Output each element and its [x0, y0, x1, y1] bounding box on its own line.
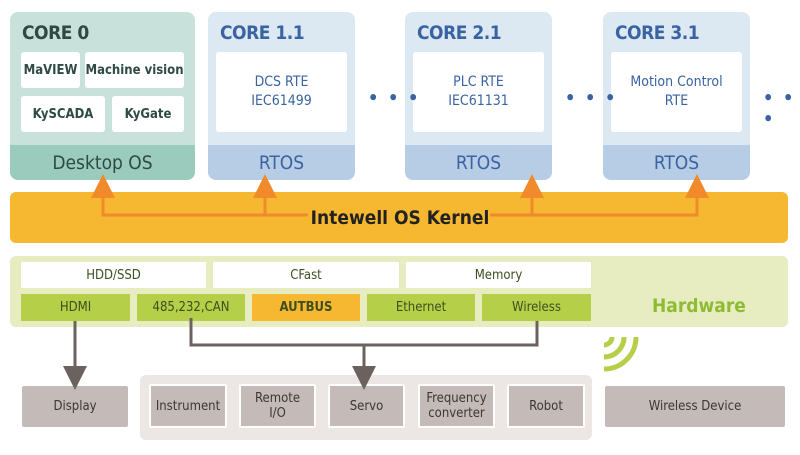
core-title: CORE 3.1	[615, 22, 700, 44]
kernel-bar	[10, 192, 788, 243]
app-maview: MaVIEW	[21, 52, 80, 88]
ellipsis: • • •	[565, 88, 618, 109]
arrow-core-0	[91, 174, 308, 217]
wireless-signal-icon	[603, 336, 639, 372]
bus-bracket	[189, 318, 539, 347]
rte-name: PLC RTE	[453, 74, 504, 90]
device-instrument: Instrument	[149, 384, 227, 428]
device-label: Servo	[349, 398, 384, 414]
interface-autbus: AUTBUS	[252, 294, 360, 321]
core-2-1: CORE 2.1 PLC RTE IEC61131 RTOS	[405, 12, 552, 180]
rte-box: PLC RTE IEC61131	[413, 52, 544, 132]
device-remote-io: Remote I/O	[239, 384, 316, 428]
kernel-label: Intewell OS Kernel	[311, 207, 490, 229]
kernel-arrows	[91, 174, 709, 217]
device-label: Robot	[529, 398, 563, 414]
device-label: Instrument	[155, 398, 221, 414]
core-title: CORE 1.1	[220, 22, 305, 44]
device-robot: Robot	[507, 384, 585, 428]
app-machine-vision: Machine vision	[85, 52, 184, 88]
core-3-1: CORE 3.1 Motion Control RTE RTOS	[603, 12, 750, 180]
device-label: Remote	[254, 391, 301, 406]
storage-cfast: CFast	[213, 262, 399, 288]
os-label: RTOS	[208, 145, 355, 180]
device-servo: Servo	[328, 384, 405, 428]
ellipsis: • • •	[368, 88, 421, 109]
rte-standard: RTE	[664, 93, 689, 109]
rte-name: Motion Control	[630, 74, 723, 90]
core-title: CORE 2.1	[417, 22, 502, 44]
device-frequency-converter: Frequency converter	[418, 384, 495, 428]
device-display: Display	[22, 386, 128, 427]
os-label: RTOS	[603, 145, 750, 180]
rte-standard: IEC61131	[448, 93, 509, 109]
device-label: I/O	[269, 406, 286, 421]
rte-box: Motion Control RTE	[611, 52, 742, 132]
device-wireless: Wireless Device	[605, 386, 785, 427]
arrow-core-3-1	[490, 174, 709, 217]
interface-485-232-can: 485,232,CAN	[137, 294, 245, 321]
app-kygate: KyGate	[112, 96, 184, 132]
rte-standard: IEC61499	[251, 93, 312, 109]
storage-memory: Memory	[406, 262, 591, 288]
hardware-label: Hardware	[652, 295, 746, 317]
app-kyscada: KySCADA	[21, 96, 105, 132]
core-1-1: CORE 1.1 DCS RTE IEC61499 RTOS	[208, 12, 355, 180]
storage-hdd-ssd: HDD/SSD	[21, 262, 206, 288]
interface-ethernet: Ethernet	[367, 294, 475, 321]
interface-wireless: Wireless	[482, 294, 591, 321]
device-label: Frequency	[426, 391, 487, 406]
rte-box: DCS RTE IEC61499	[216, 52, 347, 132]
device-label: converter	[428, 406, 485, 421]
rte-name: DCS RTE	[254, 74, 309, 90]
interface-hdmi: HDMI	[21, 294, 130, 321]
core-0: CORE 0 MaVIEW Machine vision KySCADA KyG…	[10, 12, 195, 180]
ellipsis: • • •	[763, 88, 796, 130]
core-title: CORE 0	[22, 22, 89, 44]
